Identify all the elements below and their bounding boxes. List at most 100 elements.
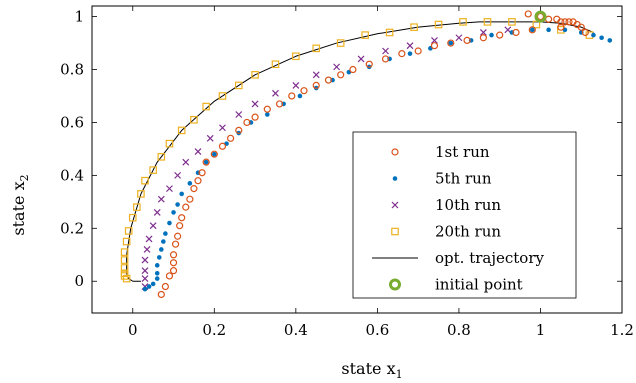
point-10th-run-stroke-b	[174, 171, 182, 179]
point-5th-run	[154, 271, 160, 276]
point-20th-run	[177, 126, 186, 135]
x-tick-label: 0.6	[365, 321, 389, 339]
point-10th-run-stroke-b	[431, 36, 438, 44]
point-10th-run-stroke-b	[149, 222, 157, 230]
point-1st-run	[447, 39, 455, 47]
point-1st-run	[235, 126, 243, 134]
y-axis-title-subscript: 2	[18, 174, 31, 181]
point-10th-run-stroke-b	[455, 34, 463, 42]
point-10th-run	[166, 185, 173, 193]
point-5th-run	[142, 286, 148, 292]
point-20th-run	[190, 116, 198, 124]
point-1st-run	[169, 251, 178, 259]
point-20th-run	[312, 44, 321, 53]
legend-label-opt-trajectory: opt. trajectory	[435, 249, 544, 267]
point-1st-run	[169, 259, 178, 267]
y-tick-label: 0.4	[60, 166, 84, 184]
series-line-opt-trajectory	[126, 21, 594, 282]
point-20th-run	[385, 28, 394, 37]
point-10th-run	[431, 36, 438, 44]
point-10th-run-stroke-b	[406, 42, 414, 50]
y-axis-title-main: state x	[9, 181, 28, 235]
point-10th-run	[333, 63, 341, 71]
point-5th-run	[546, 27, 551, 33]
point-10th-run	[206, 134, 214, 142]
point-1st-run	[524, 10, 532, 18]
point-1st-run	[479, 34, 487, 42]
point-10th-run	[272, 89, 279, 97]
point-5th-run	[154, 276, 160, 281]
point-5th-run	[154, 263, 160, 268]
point-1st-run	[243, 118, 251, 127]
point-1st-run	[528, 26, 536, 34]
point-10th-run-stroke-b	[141, 256, 149, 264]
point-10th-run	[157, 195, 165, 203]
point-1st-run	[312, 81, 320, 89]
point-10th-run	[312, 71, 320, 79]
point-1st-run	[275, 100, 284, 108]
point-5th-run	[607, 38, 613, 43]
point-1st-run	[169, 267, 178, 275]
point-10th-run-stroke-b	[272, 89, 279, 97]
point-1st-run	[171, 240, 180, 248]
point-10th-run-stroke-b	[333, 63, 341, 71]
point-10th-run	[357, 55, 365, 63]
point-1st-run	[263, 105, 271, 113]
point-10th-run	[406, 42, 414, 50]
point-10th-run	[251, 100, 259, 108]
x-axis-title: state x1	[341, 359, 402, 381]
point-1st-run	[186, 195, 194, 203]
point-1st-run	[324, 76, 333, 84]
point-20th-run	[124, 227, 133, 235]
point-10th-run	[182, 158, 190, 166]
point-20th-run	[120, 248, 129, 256]
point-1st-run	[557, 23, 565, 31]
legend-label-20th-run: 20th run	[435, 223, 501, 241]
point-10th-run-stroke-b	[504, 26, 512, 34]
point-10th-run-stroke-b	[382, 47, 389, 55]
point-10th-run-stroke-b	[141, 267, 149, 275]
point-10th-run	[143, 246, 151, 253]
point-1st-run	[300, 87, 308, 95]
legend-marker-5th-run	[392, 176, 398, 181]
point-10th-run-stroke-b	[357, 55, 365, 63]
plot-frame	[91, 5, 623, 314]
x-tick-label: 1.2	[610, 321, 634, 339]
point-10th-run	[174, 171, 182, 179]
legend-marker-10th-run-stroke-b	[391, 201, 399, 209]
point-1st-run	[430, 42, 439, 50]
legend-label-5th-run: 5th run	[435, 170, 492, 188]
point-10th-run	[235, 111, 243, 118]
legend-box	[352, 131, 577, 299]
y-axis-title: state x2	[9, 174, 31, 235]
point-10th-run	[149, 222, 157, 230]
point-5th-run	[187, 181, 193, 186]
point-1st-run	[536, 12, 545, 21]
legend-marker-initial-point	[389, 278, 401, 291]
y-tick-label: 0.6	[60, 113, 84, 131]
point-1st-run	[190, 185, 198, 193]
point-5th-run	[156, 255, 162, 260]
point-10th-run-stroke-b	[206, 134, 214, 142]
point-5th-run	[265, 112, 270, 117]
axis-ticks	[92, 6, 623, 313]
point-1st-run	[174, 232, 182, 240]
point-10th-run	[382, 47, 389, 55]
legend-item-opt-trajectory: opt. trajectory	[372, 249, 544, 267]
point-20th-run	[133, 203, 141, 211]
y-tick-label: 0.2	[60, 219, 84, 237]
y-tick-label: 0.8	[60, 61, 84, 79]
point-10th-run	[219, 124, 226, 132]
point-10th-run	[479, 29, 487, 36]
point-10th-run-stroke-b	[141, 275, 149, 283]
y-tick-label: 0	[74, 272, 84, 290]
point-5th-run	[179, 191, 184, 197]
point-5th-run	[167, 220, 172, 226]
point-10th-run-stroke-b	[143, 246, 151, 253]
point-5th-run	[212, 151, 217, 157]
point-10th-run-stroke-b	[219, 124, 226, 132]
legend-item-1st-run: 1st run	[391, 143, 490, 161]
point-5th-run	[599, 35, 604, 41]
point-10th-run-stroke-b	[479, 29, 487, 36]
